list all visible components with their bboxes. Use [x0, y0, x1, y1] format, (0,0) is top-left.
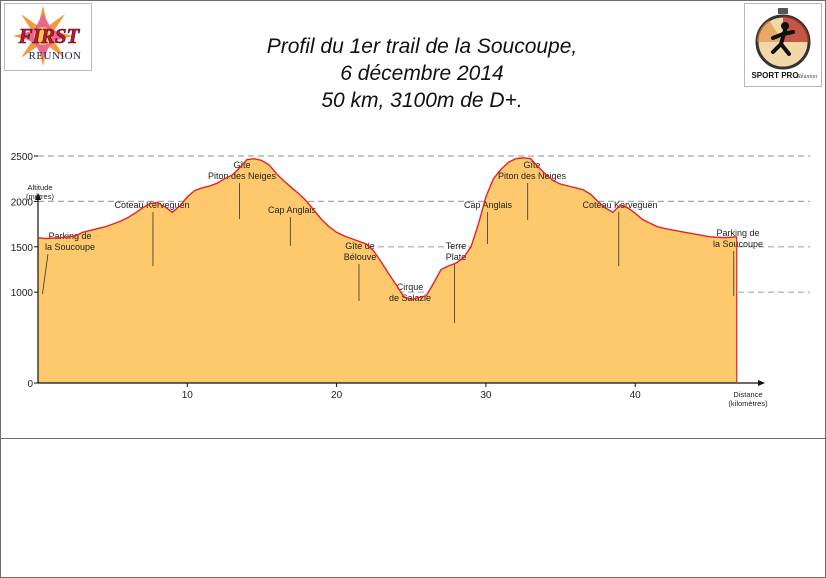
x-tick-label-10: 10: [182, 390, 194, 401]
y-tick-label-2000: 2000: [11, 197, 34, 208]
annotation-3-line-1: Piton des Neiges: [208, 171, 277, 181]
annotation-7-line-1: Plate: [446, 252, 467, 262]
divider-line: [0, 438, 826, 439]
annotation-6-line-1: de Salazie: [389, 293, 431, 303]
logo-first-text: FIRST: [18, 24, 81, 48]
x-tick-label-20: 20: [331, 390, 343, 401]
annotation-8-line-0: Cap Anglais: [464, 200, 513, 210]
annotation-7-line-0: Terre: [446, 241, 467, 251]
axis-labels: Altitude(mètres) Distance(kilomètres): [26, 183, 768, 408]
sport-pro-logo: SPORT PRO Réunion: [744, 3, 822, 87]
annotation-9-line-1: Piton des Neiges: [498, 171, 567, 181]
y-tick-label-2500: 2500: [11, 152, 34, 163]
elevation-line: [37, 157, 737, 301]
annotation-5-line-1: Bélouve: [344, 252, 377, 262]
sun-logo-icon: FIRST REUNION: [13, 6, 82, 66]
title-line-1: Profil du 1er trail de la Soucoupe,: [266, 35, 578, 58]
annotation-11-line-0: Parking de: [716, 228, 759, 238]
elevation-area: [38, 157, 737, 383]
title-line-2: 6 décembre 2014: [340, 62, 504, 85]
logo-sport-pro-text: SPORT PRO: [751, 71, 798, 80]
annotation-2-line-0: Coteau Kerveguen: [114, 200, 189, 210]
annotation-2: Coteau Kerveguen: [114, 200, 190, 266]
logo-reunion-script: Réunion: [796, 74, 817, 80]
tick-labels: 10 20 30 40 0 1000 1500 2000 2500: [11, 152, 641, 401]
annotation-1-leader: [42, 253, 49, 295]
y-axis-arrow: [35, 193, 41, 200]
annotation-4-line-0: Cap Anglais: [268, 205, 317, 215]
x-axis-arrow: [758, 380, 765, 386]
chart-title: Profil du 1er trail de la Soucoupe, 6 dé…: [190, 33, 654, 114]
y-tick-label-1500: 1500: [11, 243, 34, 254]
y-tick-label-1000: 1000: [11, 288, 34, 299]
annotation-11-line-1: la Soucoupe: [713, 239, 763, 249]
y-axis-label-0: Altitude: [27, 183, 52, 192]
annotation-1-line-1: la Soucoupe: [45, 242, 95, 252]
axes: [35, 193, 765, 386]
x-tick-label-30: 30: [480, 390, 492, 401]
annotation-4: Cap Anglais: [268, 205, 317, 246]
annotation-5-line-0: Gîte de: [345, 241, 375, 251]
annotation-8: Cap Anglais: [464, 200, 513, 244]
first-reunion-logo: FIRST REUNION: [4, 3, 92, 71]
annotation-6-line-0: Cirque: [397, 282, 424, 292]
x-tick-label-40: 40: [630, 390, 642, 401]
y-tick-label-0: 0: [27, 379, 33, 390]
logo-reunion-text: REUNION: [29, 50, 82, 62]
x-axis-label-0: Distance: [733, 390, 762, 399]
y-axis-label-1: (mètres): [26, 192, 54, 201]
annotation-9-line-0: Gîte: [523, 160, 540, 170]
x-axis-label-1: (kilomètres): [728, 399, 768, 408]
title-line-3: 50 km, 3100m de D+.: [321, 89, 523, 112]
runner-stopwatch-logo-icon: SPORT PRO Réunion: [751, 8, 817, 80]
